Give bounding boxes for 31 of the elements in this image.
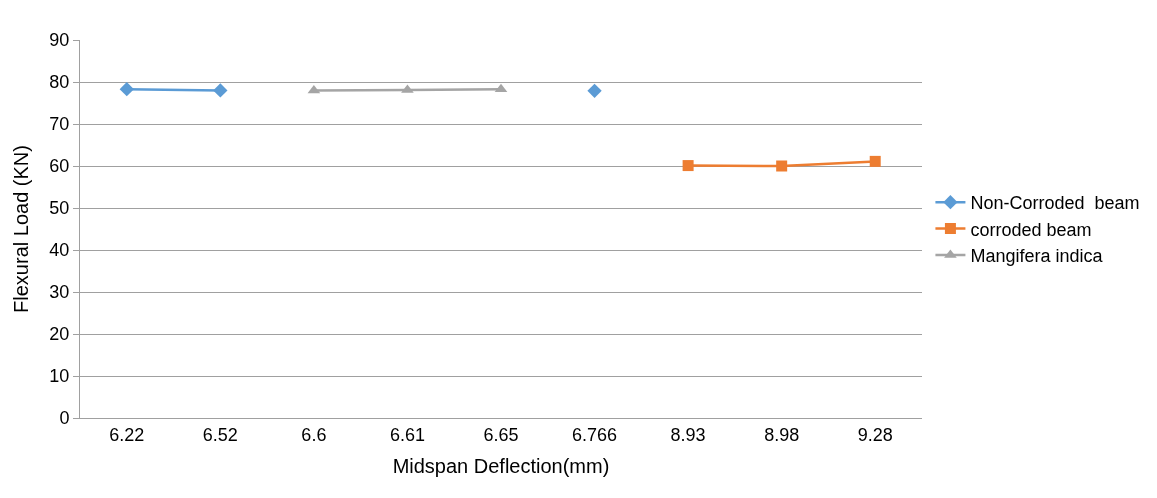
x-tick-label: 6.52	[202, 424, 238, 445]
legend-label: corroded beam	[970, 219, 1092, 240]
y-tick-label: 90	[49, 30, 70, 51]
x-tick-label: 8.98	[764, 424, 800, 445]
y-tick-label: 10	[49, 366, 70, 387]
point	[682, 160, 694, 172]
y-axis-title: Flexural Load (KN)	[9, 145, 32, 313]
point	[776, 160, 788, 172]
point	[307, 84, 321, 94]
x-tick-label: 6.766	[572, 424, 618, 445]
y-tick-label: 60	[49, 156, 70, 177]
y-tick-label: 70	[49, 114, 70, 135]
x-tick-label: 6.6	[301, 424, 327, 445]
legend-label: Mangifera indica	[970, 246, 1104, 267]
y-tick-label: 50	[49, 198, 70, 219]
x-axis-title: Midspan Deflection(mm)	[392, 455, 610, 478]
y-tick-label: 0	[59, 408, 70, 429]
x-tick-label: 9.28	[857, 424, 893, 445]
y-tick-label: 40	[49, 240, 70, 261]
point	[119, 81, 134, 97]
legend-label: Non-Corroded beam	[970, 193, 1140, 214]
x-tick-label: 6.61	[389, 424, 425, 445]
x-tick-label: 6.65	[483, 424, 519, 445]
y-tick-label: 30	[49, 282, 70, 303]
x-tick-label: 6.22	[109, 424, 145, 445]
point	[213, 83, 228, 98]
x-tick-label: 8.93	[670, 424, 706, 445]
y-tick-label: 80	[49, 72, 70, 93]
y-tick-label: 20	[49, 324, 70, 345]
point	[587, 83, 602, 98]
point	[869, 155, 881, 167]
